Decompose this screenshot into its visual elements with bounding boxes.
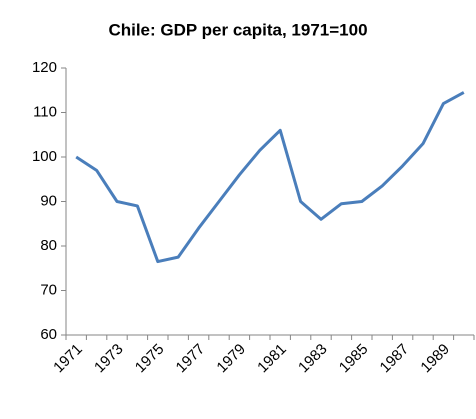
y-tick-label: 100 [32, 148, 57, 165]
x-tick-label: 1983 [295, 341, 331, 377]
x-tick-label: 1985 [336, 341, 372, 377]
y-tick-label: 70 [40, 281, 57, 298]
x-tick-label: 1989 [417, 341, 453, 377]
y-tick-label: 60 [40, 326, 57, 343]
x-tick-label: 1987 [377, 341, 413, 377]
y-tick-label: 110 [33, 103, 57, 120]
y-tick-label: 90 [40, 192, 57, 209]
chart-title: Chile: GDP per capita, 1971=100 [108, 20, 367, 39]
x-tick-label: 1975 [132, 341, 168, 377]
x-tick-label: 1979 [213, 341, 249, 377]
x-tick-label: 1971 [50, 341, 86, 377]
data-line [75, 91, 465, 264]
x-tick-label: 1973 [91, 341, 127, 377]
x-tick-label: 1981 [254, 341, 290, 377]
y-tick-label: 80 [40, 237, 57, 254]
x-tick-label: 1977 [173, 341, 209, 377]
y-tick-label: 120 [32, 59, 57, 76]
